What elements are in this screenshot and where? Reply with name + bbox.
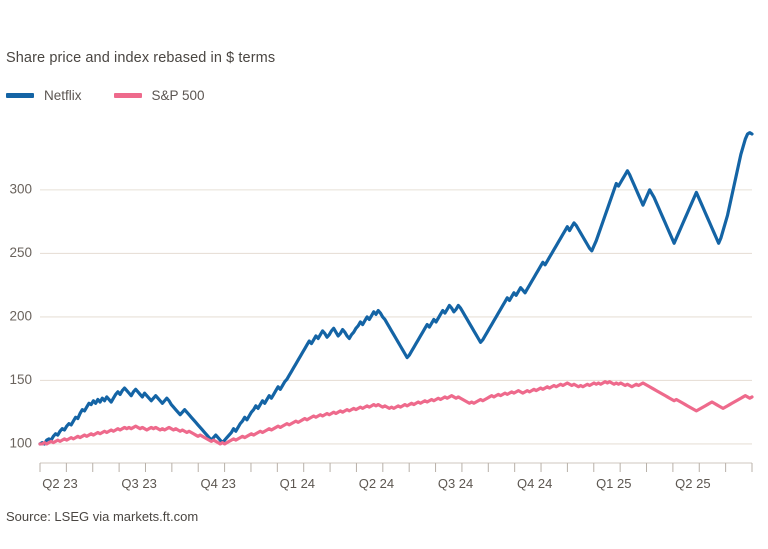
y-axis-tick-label: 150 — [9, 372, 32, 387]
x-axis-tick-label: Q1 24 — [280, 476, 315, 491]
x-axis-tick-label: Q3 24 — [438, 476, 473, 491]
x-axis-tick-label: Q3 23 — [121, 476, 156, 491]
legend-item-netflix[interactable]: Netflix — [6, 88, 82, 103]
x-axis-tick-label: Q4 24 — [517, 476, 552, 491]
source-note: Source: LSEG via markets.ft.com — [6, 509, 199, 524]
legend-swatch-sp500 — [113, 92, 142, 98]
y-axis-tick-label: 200 — [9, 308, 32, 323]
y-axis-tick-label: 100 — [9, 436, 32, 451]
y-axis-tick-label: 300 — [9, 181, 32, 196]
x-axis-tick-label: Q1 25 — [596, 476, 631, 491]
legend-swatch-netflix — [6, 92, 34, 98]
x-axis-tick-label: Q2 23 — [42, 476, 77, 491]
x-axis-tick-label: Q2 24 — [359, 476, 394, 491]
legend-item-sp500[interactable]: S&P 500 — [113, 87, 205, 103]
chart-title: Share price and index rebased in $ terms — [6, 50, 276, 66]
series-line-s-p-500 — [38, 380, 754, 446]
chart-legend: Netflix S&P 500 — [6, 85, 237, 105]
series-line-netflix — [38, 131, 754, 446]
legend-label-netflix: Netflix — [44, 87, 82, 103]
x-axis-tick-label: Q4 23 — [201, 476, 236, 491]
legend-label-sp500: S&P 500 — [151, 87, 205, 103]
x-axis-tick-label: Q2 25 — [675, 476, 710, 491]
y-axis-tick-label: 250 — [9, 245, 32, 260]
